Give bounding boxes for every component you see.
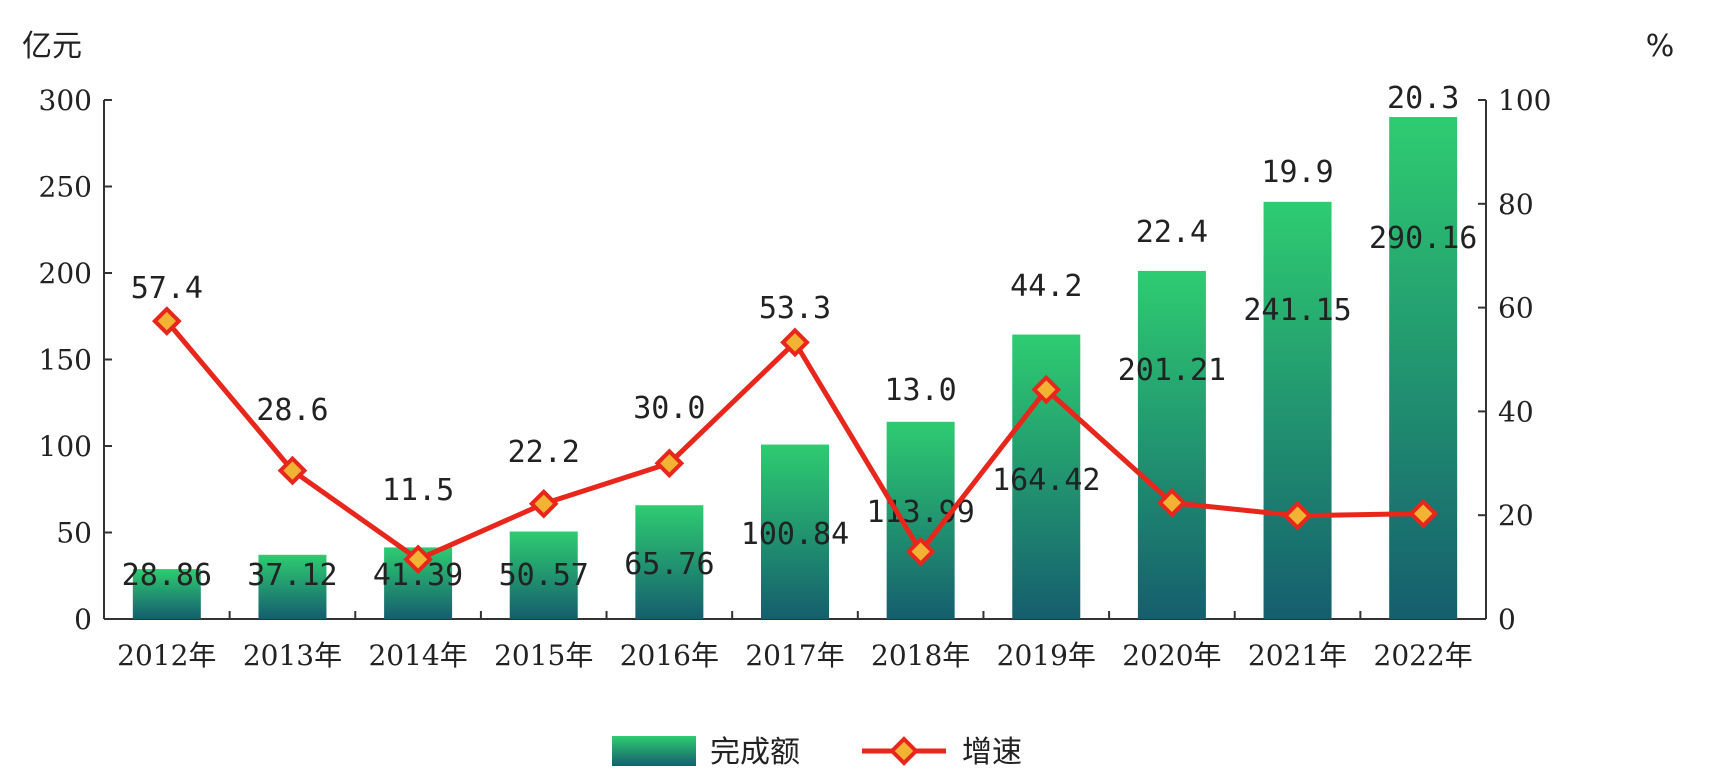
- growth-marker: [151, 306, 182, 336]
- legend-label-bar: 完成额: [710, 735, 800, 770]
- right-tick-label: 40: [1498, 395, 1534, 428]
- left-axis-unit: 亿元: [22, 29, 82, 64]
- axes: 0 50 100 150 200 250 300 0 20 40 60 80 100 2012年 2013年…: [22, 29, 1674, 672]
- x-tick-label: 2017年: [745, 639, 844, 672]
- growth-value-label: 53.3: [759, 291, 831, 326]
- x-tick-label: 2013年: [243, 639, 342, 672]
- left-tick-label: 50: [56, 517, 92, 550]
- growth-value-label: 22.2: [508, 435, 580, 470]
- legend-label-line: 增速: [962, 735, 1022, 770]
- bar-value-label: 201.21: [1118, 353, 1226, 388]
- growth-line-layer: 57.4 28.6 11.5 22.2 30.0 53.3 13.0 44.2 22.4 19.9…: [131, 81, 1459, 575]
- x-tick-label: 2020年: [1122, 639, 1221, 672]
- right-axis-unit: %: [1646, 29, 1675, 64]
- right-tick-label: 20: [1498, 499, 1534, 532]
- bar-value-label: 50.57: [499, 558, 589, 593]
- growth-value-label: 22.4: [1136, 215, 1208, 250]
- bar: [761, 444, 829, 619]
- growth-value-label: 57.4: [131, 271, 203, 306]
- growth-marker: [528, 488, 559, 519]
- bar: [509, 531, 578, 619]
- x-tick-label: 2016年: [620, 639, 719, 672]
- bar-value-label: 100.84: [741, 517, 849, 552]
- bar-value-label: 113.99: [866, 495, 974, 530]
- growth-marker: [403, 544, 433, 575]
- legend: 完成额 增速: [612, 735, 1022, 770]
- growth-value-label: 44.2: [1010, 269, 1082, 304]
- left-tick-label: 100: [39, 430, 92, 463]
- right-tick-label: 80: [1498, 188, 1534, 221]
- x-tick-label: 2022年: [1374, 639, 1473, 672]
- x-tick-label: 2021年: [1248, 639, 1347, 672]
- growth-marker: [1157, 487, 1187, 518]
- x-tick-label: 2012年: [117, 639, 216, 672]
- growth-value-label: 30.0: [633, 391, 705, 426]
- x-tick-label: 2015年: [494, 639, 593, 672]
- growth-value-label: 13.0: [885, 373, 957, 408]
- bar-value-label: 241.15: [1243, 293, 1351, 328]
- bar-value-label: 65.76: [624, 547, 714, 582]
- left-tick-label: 300: [39, 84, 92, 117]
- bars: [132, 117, 1458, 620]
- growth-value-label: 11.5: [382, 473, 454, 508]
- bar: [132, 569, 201, 619]
- bar-value-label: 164.42: [992, 463, 1100, 498]
- growth-marker: [905, 536, 936, 567]
- right-tick-label: 60: [1498, 292, 1534, 325]
- growth-value-label: 19.9: [1261, 155, 1333, 190]
- growth-marker: [654, 448, 685, 479]
- left-tick-label: 250: [39, 171, 92, 204]
- left-tick-label: 150: [39, 344, 92, 377]
- x-tick-label: 2019年: [997, 639, 1096, 672]
- growth-value-label: 28.6: [256, 393, 328, 428]
- bar: [1263, 201, 1332, 620]
- growth-value-label: 20.3: [1387, 81, 1459, 116]
- growth-marker: [1282, 500, 1313, 531]
- bar: [1389, 117, 1458, 620]
- growth-marker: [1408, 498, 1439, 529]
- growth-marker: [277, 455, 308, 486]
- bar-value-label: 28.86: [122, 558, 212, 593]
- right-tick-label: 0: [1498, 603, 1516, 636]
- growth-marker: [780, 327, 810, 358]
- bar: [258, 554, 327, 619]
- x-tick-label: 2018年: [871, 639, 970, 672]
- left-tick-label: 0: [74, 603, 92, 636]
- bar: [635, 505, 704, 619]
- bar: [1137, 270, 1206, 619]
- x-tick-label: 2014年: [368, 639, 467, 672]
- legend-swatch-marker: [889, 736, 919, 766]
- legend-swatch-bar: [612, 736, 696, 766]
- growth-marker: [1031, 374, 1062, 405]
- left-tick-label: 200: [39, 257, 92, 290]
- right-tick-label: 100: [1498, 84, 1551, 117]
- bar-value-label: 290.16: [1369, 221, 1477, 256]
- bar-value-label: 37.12: [247, 558, 337, 593]
